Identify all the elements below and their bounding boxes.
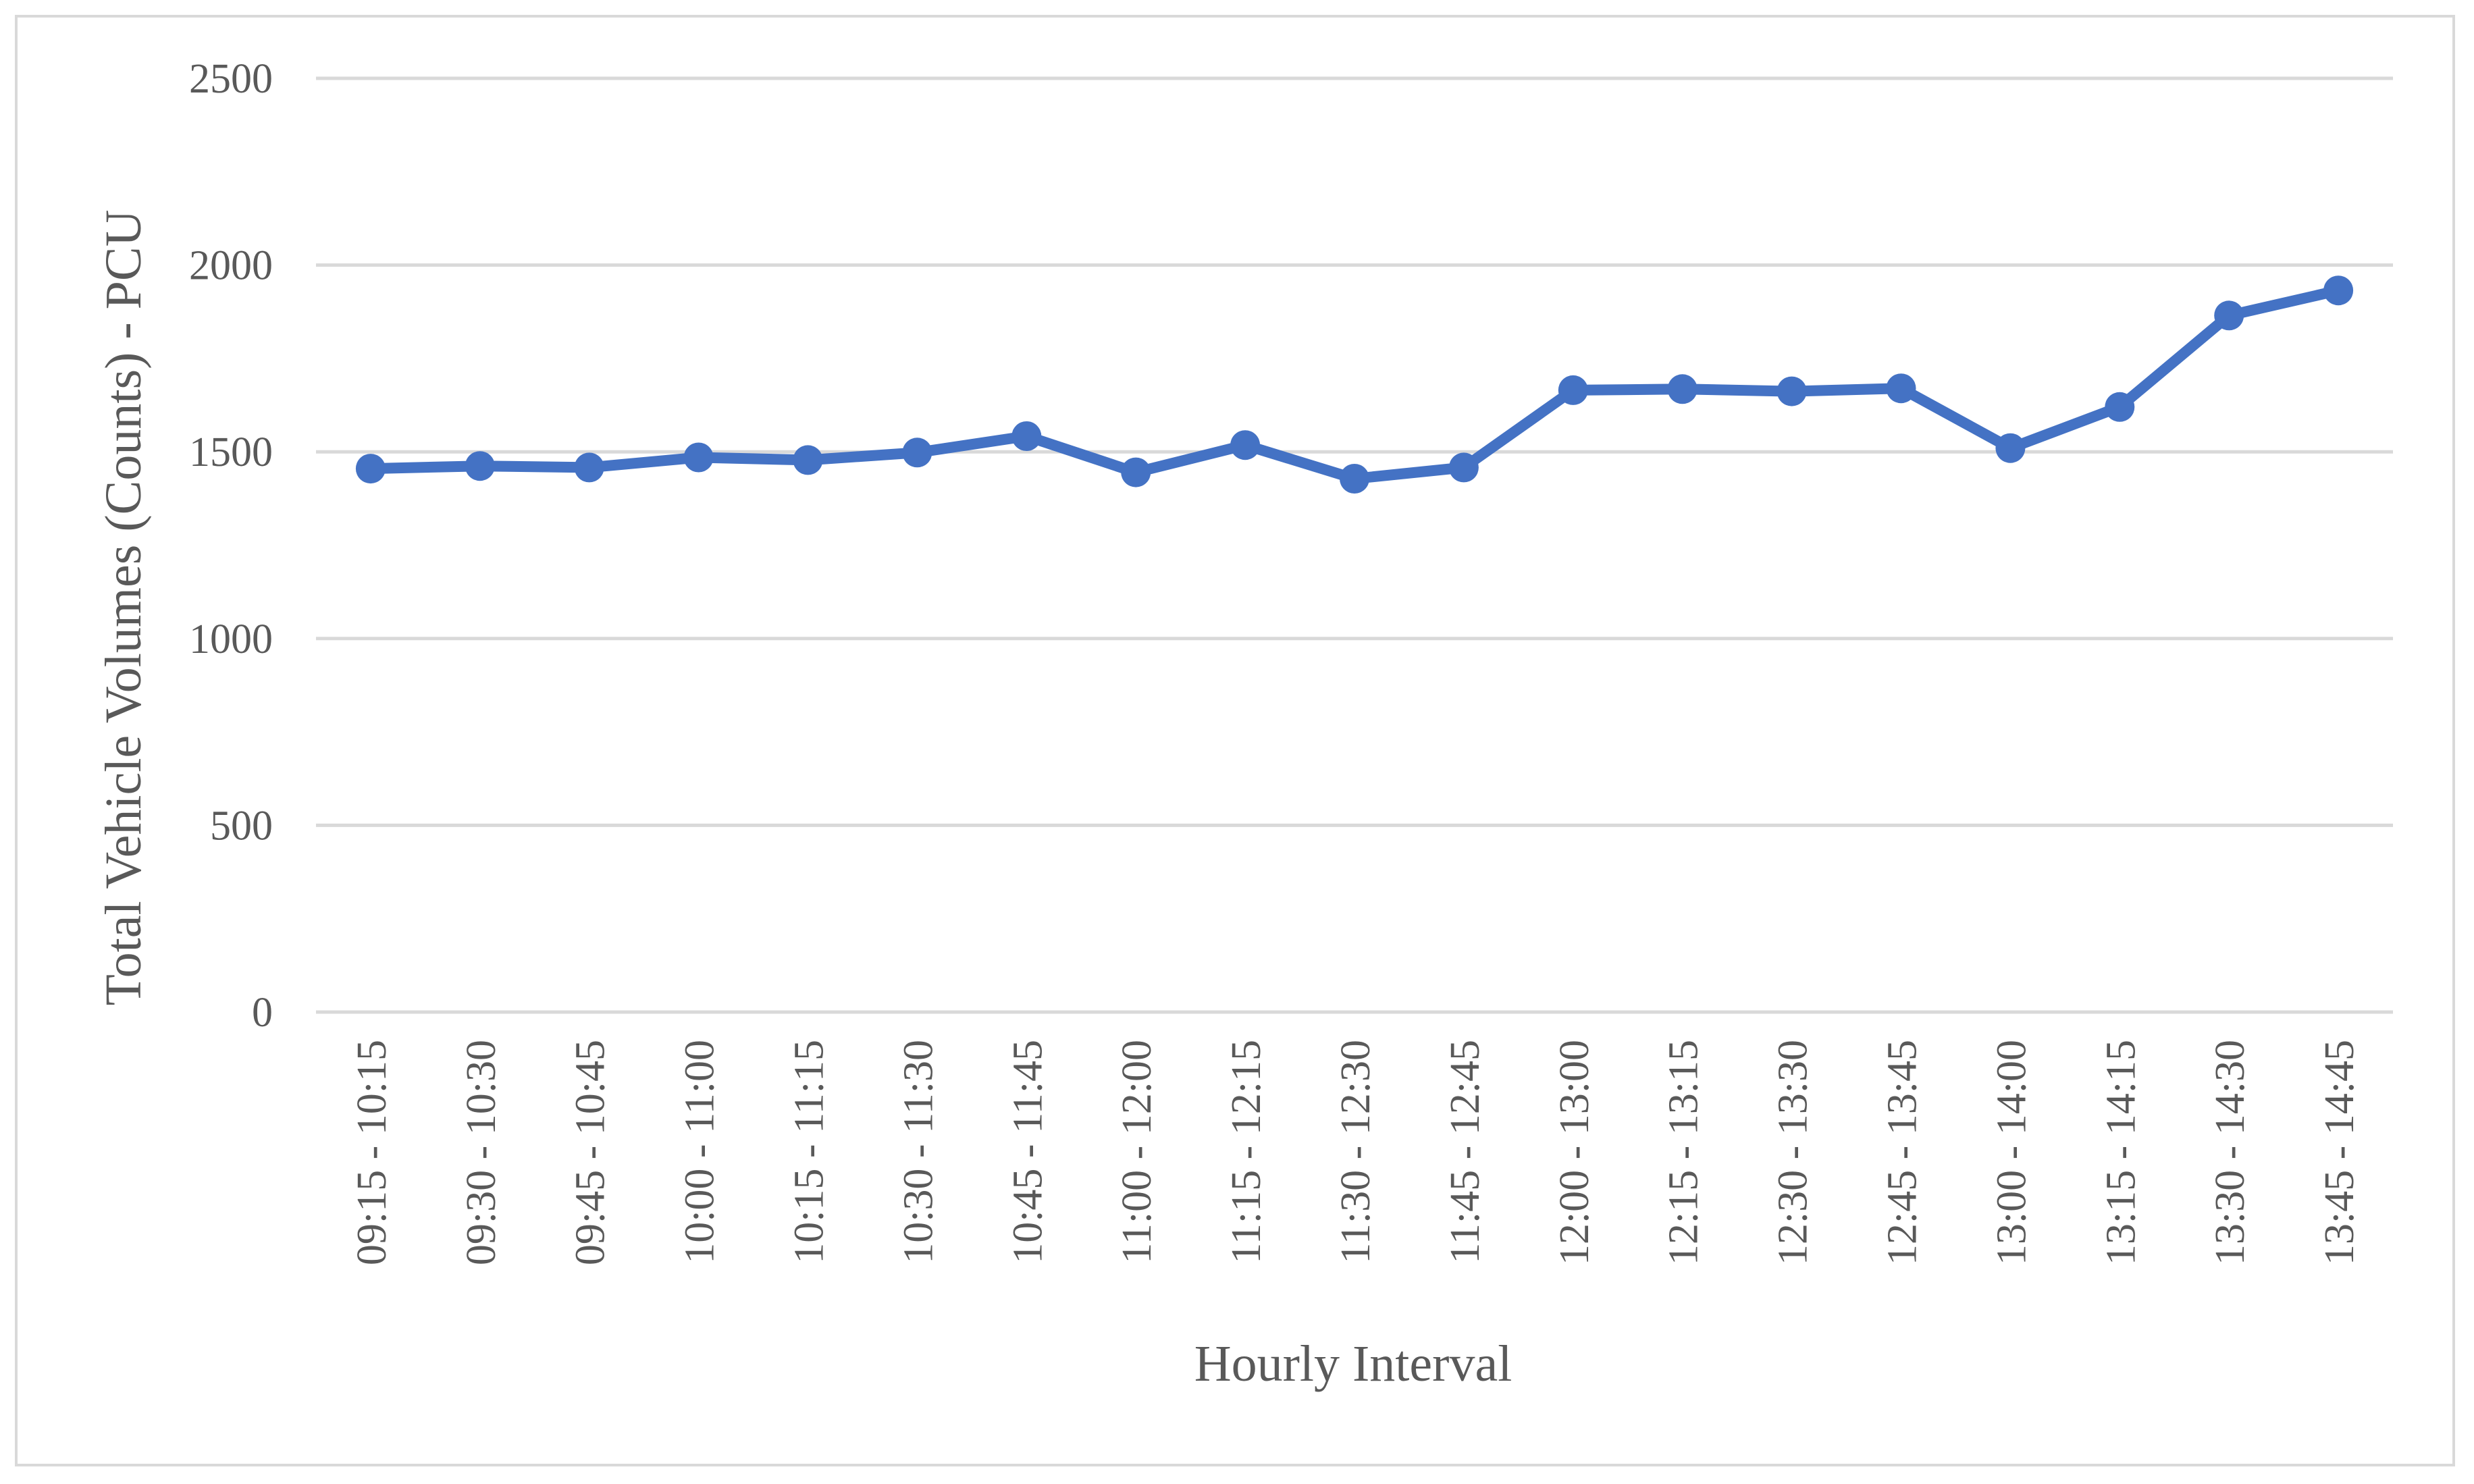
x-tick-label: 12:30 - 13:30 (1770, 1040, 1816, 1265)
y-tick-label: 2500 (189, 56, 273, 102)
data-point (683, 442, 714, 473)
data-point (2105, 392, 2135, 422)
x-tick-label: 11:45 - 12:45 (1442, 1040, 1488, 1264)
data-point (355, 454, 386, 484)
data-point (2323, 275, 2354, 306)
x-tick-label: 10:15 - 11:15 (787, 1040, 833, 1264)
x-axis-tick-labels: 09:15 - 10:15 09:30 - 10:30 09:45 - 10:45 1… (349, 1040, 2363, 1265)
data-point (1448, 452, 1479, 483)
data-point (1340, 464, 1369, 494)
y-axis-title: Total Vehicle Volumes (Counts) - PCU (95, 209, 152, 1005)
x-tick-label: 13:30 - 14:30 (2207, 1040, 2253, 1265)
y-tick-label: 1500 (189, 429, 273, 475)
x-tick-label: 10:30 - 11:30 (895, 1040, 941, 1264)
data-point (1558, 375, 1588, 405)
y-tick-label: 0 (252, 990, 273, 1036)
x-tick-label: 12:00 - 13:00 (1552, 1040, 1598, 1265)
x-axis-title: Hourly Interval (1194, 1335, 1512, 1392)
y-tick-label: 500 (210, 803, 273, 849)
data-point (2214, 300, 2244, 331)
x-tick-label: 09:30 - 10:30 (458, 1040, 504, 1265)
x-tick-label: 11:30 - 12:30 (1333, 1040, 1379, 1264)
x-tick-label: 13:00 - 14:00 (1989, 1040, 2034, 1265)
x-tick-label: 13:15 - 14:15 (2098, 1040, 2144, 1265)
data-point (902, 438, 932, 468)
y-tick-label: 2000 (189, 243, 273, 289)
series-markers (355, 275, 2354, 494)
chart-frame (15, 15, 2455, 1466)
data-point (1230, 430, 1261, 460)
x-tick-label: 09:45 - 10:45 (568, 1040, 614, 1265)
data-point (1776, 376, 1807, 406)
data-point (1886, 373, 1916, 404)
data-point (574, 452, 604, 483)
x-tick-label: 10:00 - 11:00 (677, 1040, 723, 1264)
x-tick-label: 12:45 - 13:45 (1879, 1040, 1925, 1265)
data-point (1121, 457, 1151, 487)
data-point (1011, 421, 1042, 451)
x-tick-label: 10:45 - 11:45 (1005, 1040, 1051, 1264)
data-point (1995, 433, 2026, 463)
x-tick-label: 13:45 - 14:45 (2317, 1040, 2363, 1265)
gridlines (316, 76, 2393, 1014)
data-point (465, 451, 495, 481)
data-point (1667, 374, 1697, 404)
x-tick-label: 11:15 - 12:15 (1223, 1040, 1269, 1264)
y-axis-tick-labels: 0 500 1000 1500 2000 2500 (189, 56, 273, 1036)
x-tick-label: 11:00 - 12:00 (1114, 1040, 1160, 1264)
x-tick-label: 12:15 - 13:15 (1661, 1040, 1707, 1265)
x-tick-label: 09:15 - 10:15 (349, 1040, 395, 1265)
y-tick-label: 1000 (189, 616, 273, 662)
data-point (793, 445, 823, 475)
